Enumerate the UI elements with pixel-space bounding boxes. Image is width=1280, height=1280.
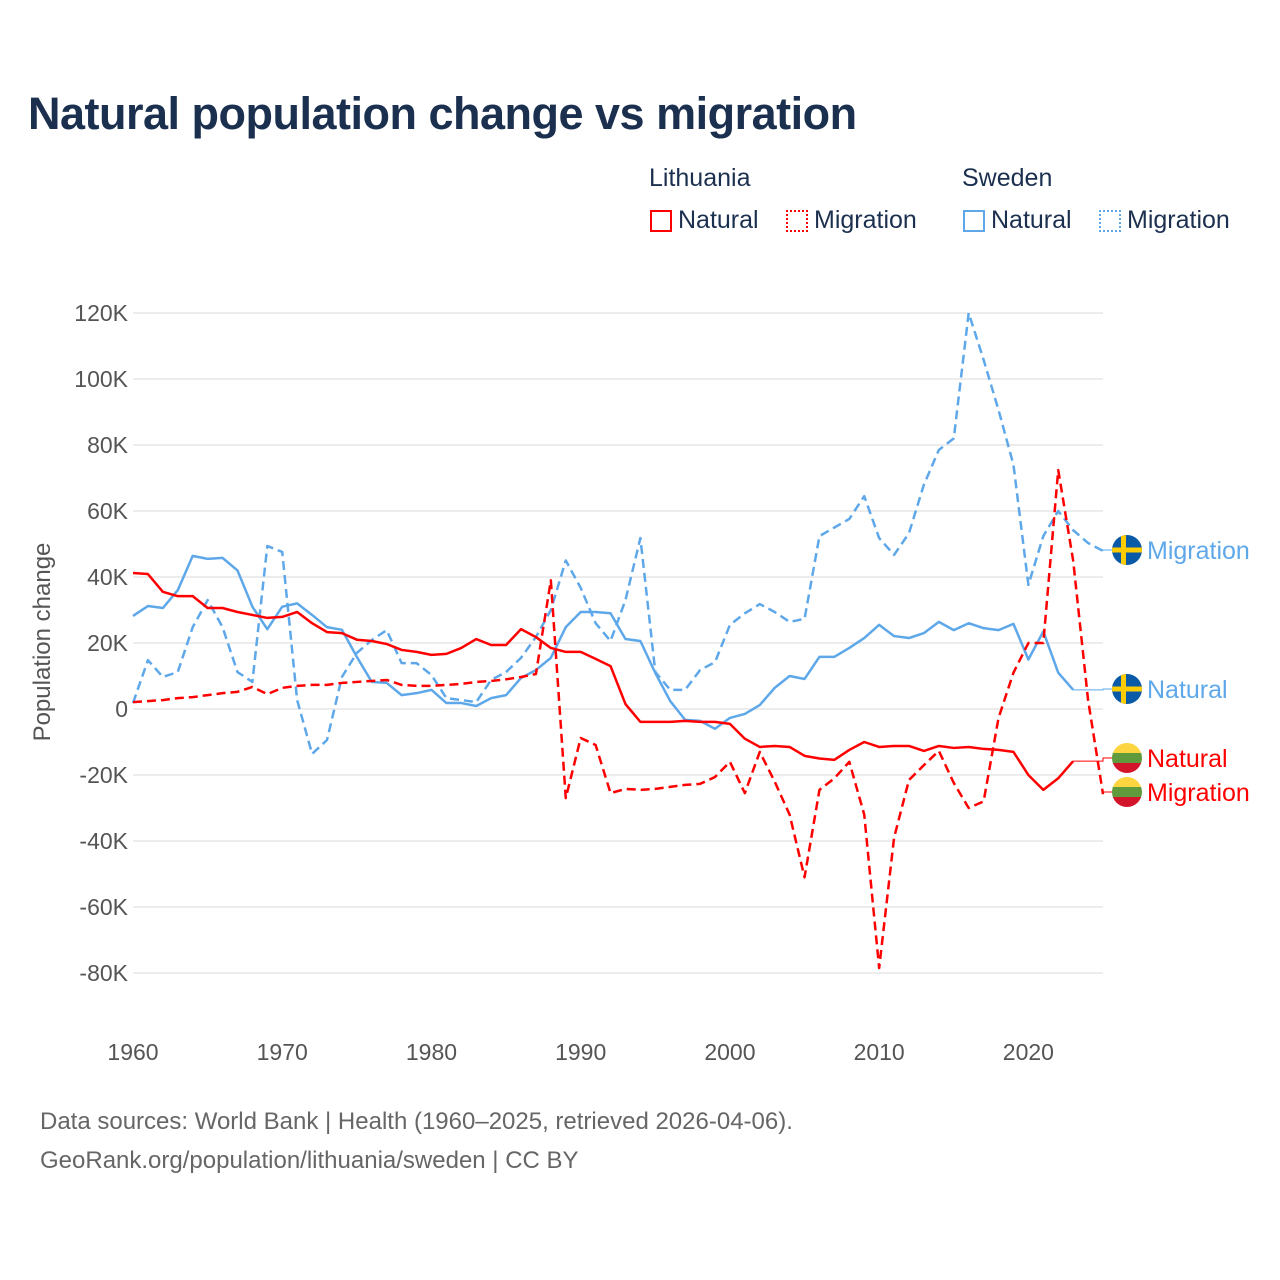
legend-sweden-natural[interactable]: Natural [963,206,1072,235]
x-tick-label: 1980 [406,1039,457,1065]
x-tick-label: 2020 [1003,1039,1054,1065]
x-tick-label: 1990 [555,1039,606,1065]
label-connector [1073,688,1113,691]
source-note: Data sources: World Bank | Health (1960–… [40,1108,793,1135]
y-axis-ticks: -80K -60K -40K -20K 0 20K 40K 60K 80K 100K 120K [74,300,128,986]
y-tick-label: 60K [87,498,129,524]
y-tick-label: -80K [79,960,128,986]
legend-group-lithuania: Lithuania [649,164,751,192]
label-connector [1073,757,1113,762]
y-tick-label: 20K [87,630,129,656]
end-label: Migration [1147,537,1250,565]
series-line-sweden-migration[interactable] [131,311,1104,756]
x-axis-ticks: 1960 1970 1980 1990 2000 2010 2020 [107,1039,1054,1065]
legend-group-sweden: Sweden [962,164,1053,192]
legend-label: Natural [678,206,759,234]
y-tick-label: 0 [115,696,128,722]
y-tick-label: -60K [79,894,128,920]
series-lines [131,311,1105,970]
y-axis-label: Population change [29,543,56,742]
legend-label: Migration [1127,206,1230,234]
y-tick-label: 80K [87,432,129,458]
chart-title: Natural population change vs migration [28,88,857,139]
y-tick-label: 120K [74,300,128,326]
legend-swatch-solid-icon [963,209,985,232]
sweden-flag-icon [1112,674,1142,704]
end-labels: Migration Natural Natural Migration [1073,535,1250,807]
label-connector [1102,791,1113,795]
legend-label: Natural [991,206,1072,234]
y-tick-label: 100K [74,366,128,392]
lithuania-flag-icon [1112,777,1142,807]
legend-sweden-migration[interactable]: Migration [1099,206,1230,235]
legend-lithuania-migration[interactable]: Migration [786,206,917,235]
end-label: Natural [1147,676,1228,704]
sweden-flag-icon [1112,535,1142,565]
x-tick-label: 1960 [107,1039,158,1065]
y-tick-label: -20K [79,762,128,788]
end-label: Migration [1147,779,1250,807]
x-tick-label: 2000 [704,1039,755,1065]
series-line-lithuania-migration[interactable] [132,468,1105,970]
series-line-sweden-natural[interactable] [132,554,1075,731]
y-tick-label: 40K [87,564,129,590]
x-tick-label: 1970 [257,1039,308,1065]
legend-swatch-solid-icon [650,209,672,232]
legend-lithuania-natural[interactable]: Natural [650,206,759,235]
legend-swatch-dotted-icon [1099,209,1121,232]
legend-swatch-dotted-icon [786,209,808,232]
label-connector [1102,549,1113,551]
y-tick-label: -40K [79,828,128,854]
end-label: Natural [1147,745,1228,773]
gridlines [133,312,1103,974]
lithuania-flag-icon [1112,743,1142,773]
series-line-lithuania-natural[interactable] [132,571,1075,792]
x-tick-label: 2010 [854,1039,905,1065]
source-url[interactable]: GeoRank.org/population/lithuania/sweden … [40,1147,579,1174]
legend-label: Migration [814,206,917,234]
